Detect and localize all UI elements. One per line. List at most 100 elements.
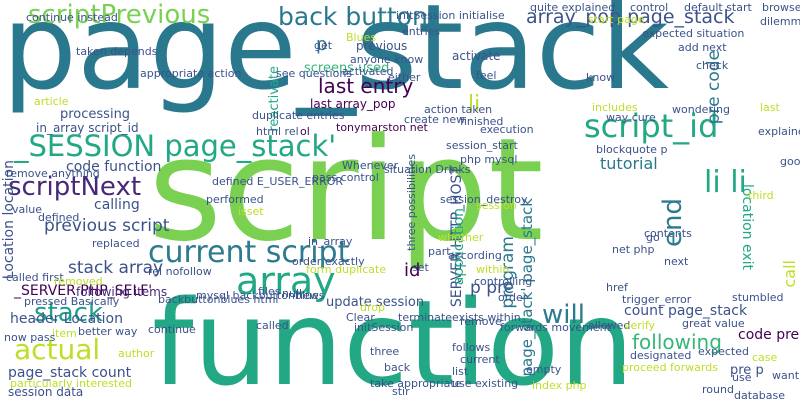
cloud-word: execution (480, 123, 534, 136)
cloud-word: code pre (738, 327, 800, 343)
cloud-word: quite explained (530, 1, 616, 14)
cloud-word: session_start (446, 139, 518, 152)
cloud-word: stack array (68, 258, 164, 278)
cloud-word: action taken (424, 103, 493, 116)
cloud-word: verify (624, 319, 656, 332)
cloud-word: contents (644, 227, 692, 240)
cloud-word: current script (148, 235, 350, 270)
cloud-word: net php (612, 243, 655, 256)
cloud-word: next (664, 255, 689, 268)
cloud-word: expected (698, 345, 749, 358)
cloud-word: control (630, 1, 669, 14)
cloud-word: good conversation (780, 155, 800, 168)
cloud-word: will (542, 300, 585, 330)
cloud-word: in_array script_id (36, 121, 139, 135)
cloud-word: performed (206, 193, 264, 206)
cloud-word: isset (238, 205, 264, 218)
cloud-word: in_array (308, 235, 353, 248)
cloud-word: page_stack (2, 0, 669, 116)
cloud-word: initSession initialise (396, 9, 505, 22)
cloud-word: scriptNext (8, 172, 142, 202)
cloud-word: better way (78, 325, 138, 338)
cloud-word: last entry (318, 74, 414, 98)
cloud-word: finished (460, 115, 504, 128)
cloud-word: session (476, 199, 517, 212)
cloud-word: index php (532, 379, 587, 392)
cloud-word: add next (678, 41, 727, 54)
cloud-word: trigger_error (622, 293, 692, 306)
cloud-word: duplicate entries (252, 109, 345, 122)
cloud-word: activated (342, 65, 394, 78)
cloud-word: replaced (92, 237, 140, 250)
cloud-word: item (52, 327, 77, 340)
cloud-word: proceed forwards (622, 361, 718, 374)
cloud-word: wondering (672, 103, 730, 116)
cloud-word: feel (476, 69, 497, 82)
cloud-word: go (646, 231, 660, 244)
cloud-word: article (34, 95, 69, 108)
cloud-word: situation Drinks (384, 163, 471, 176)
cloud-word: new (296, 289, 319, 302)
cloud-word: li li (704, 165, 747, 200)
cloud-word: stumbled (732, 291, 784, 304)
cloud-word: id (404, 260, 421, 281)
cloud-word: rel nofollow (148, 265, 212, 278)
cloud-word: anyone know (350, 53, 424, 66)
cloud-word: check (696, 59, 729, 72)
cloud-word: round (702, 383, 734, 396)
cloud-word: function (152, 274, 635, 400)
cloud-word: page_stack count (8, 365, 132, 381)
cloud-word: html rel (256, 125, 299, 138)
cloud-word: files (258, 285, 281, 298)
cloud-word: list (452, 365, 469, 378)
cloud-word: Whenever (342, 159, 399, 172)
cloud-word: empty (526, 363, 562, 376)
cloud-word: mysql backbuttonblues (196, 289, 325, 302)
cloud-word: li (468, 92, 481, 117)
cloud-word: form duplicate (306, 263, 387, 276)
cloud-word: called (256, 319, 289, 332)
cloud-word: continue (148, 323, 196, 336)
cloud-word: take appropriate (370, 377, 462, 390)
cloud-word: header Location (10, 311, 123, 327)
cloud-word: get (314, 39, 333, 52)
cloud-word: set (412, 261, 429, 274)
cloud-word: scriptPrevious (28, 0, 211, 30)
cloud-word: script (148, 108, 544, 273)
cloud-word: pressed Basically (24, 295, 120, 308)
cloud-word: includes (592, 101, 638, 114)
cloud-word: defined (38, 211, 80, 224)
cloud-word: ol (300, 125, 310, 138)
cloud-word: code function (66, 159, 162, 175)
cloud-word: allowed (588, 319, 631, 332)
cloud-word: Blues (346, 31, 377, 44)
cloud-word: now pass (4, 331, 56, 344)
cloud-word: whether (438, 231, 484, 244)
cloud-word: Clear (346, 311, 375, 324)
cloud-word: actual (14, 333, 101, 366)
cloud-word: application (451, 208, 467, 286)
cloud-word: author (118, 347, 155, 360)
cloud-word: calling (94, 197, 140, 213)
cloud-word: case (752, 351, 778, 364)
cloud-word: array (236, 259, 336, 303)
cloud-word: three (370, 345, 400, 358)
cloud-word: follows (452, 341, 491, 354)
cloud-word: processing (60, 107, 131, 122)
cloud-word: backbuttonblues html (158, 293, 279, 306)
cloud-word: want (772, 369, 800, 382)
cloud-word: _SESSION page_stack' (14, 129, 337, 163)
cloud-word: part (428, 245, 451, 258)
cloud-word: three possibilities (405, 154, 418, 251)
cloud-word: third (748, 189, 774, 202)
cloud-word: know (586, 71, 616, 84)
cloud-word: array_pop page_stack (526, 6, 735, 28)
cloud-word: tutorial (600, 154, 658, 173)
cloud-word: remove anything (6, 167, 100, 180)
cloud-word: forwards movement (500, 321, 611, 334)
cloud-word: controlling (474, 275, 533, 288)
cloud-word: pre p (730, 363, 764, 378)
cloud-word: remove (460, 315, 502, 328)
cloud-word: taken depends (76, 45, 158, 58)
